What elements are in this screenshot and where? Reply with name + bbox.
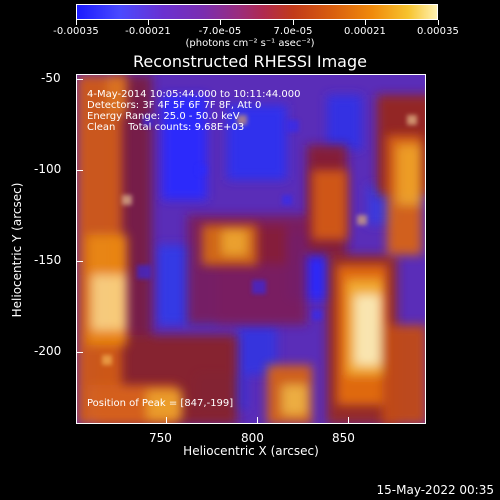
y-tick (77, 352, 83, 353)
y-axis-label: Heliocentric Y (arcsec) (10, 182, 24, 318)
colorbar-tick-label: 0.00035 (416, 26, 460, 37)
x-tick-label: 800 (241, 431, 264, 445)
info-line-2: Detectors: 3F 4F 5F 6F 7F 8F, Att 0 (87, 100, 262, 111)
texture-overlay (102, 115, 417, 365)
colorbar-tick (438, 20, 439, 25)
colorbar-tick (293, 20, 294, 25)
peak-position: Position of Peak = [847,-199] (87, 398, 234, 409)
colorbar-tick (365, 20, 366, 25)
x-axis-label: Heliocentric X (arcsec) (183, 444, 319, 458)
high-intensity-regions (77, 75, 425, 423)
y-tick-label: -200 (34, 344, 62, 358)
colorbar-tick-label: -7.0e-05 (198, 26, 242, 37)
info-line-3: Energy Range: 25.0 - 50.0 keV (87, 111, 240, 122)
colorbar-tick (76, 20, 77, 25)
x-tick (257, 417, 258, 423)
x-tick-label: 750 (149, 431, 172, 445)
colorbar-tick-label: -0.00035 (53, 26, 99, 37)
y-tick-label: -100 (34, 162, 62, 176)
x-tick (166, 417, 167, 423)
plot-title: Reconstructed RHESSI Image (133, 52, 367, 71)
timestamp-footer: 15-May-2022 00:35 (376, 483, 494, 497)
y-tick-label: -150 (34, 253, 62, 267)
colorbar-tick-label: 0.00021 (343, 26, 387, 37)
y-tick-label: -50 (41, 71, 61, 85)
y-tick (77, 79, 83, 80)
info-line-1: 4-May-2014 10:05:44.000 to 10:11:44.000 (87, 89, 301, 100)
heatmap (77, 75, 425, 423)
colorbar-tick-labels: -0.00035 -0.00021 -7.0e-05 7.0e-05 0.000… (0, 26, 500, 42)
y-tick (77, 170, 83, 171)
x-tick-label: 850 (332, 431, 355, 445)
colorbar-units: (photons cm⁻² s⁻¹ asec⁻²) (185, 38, 315, 49)
plot-area: 4-May-2014 10:05:44.000 to 10:11:44.000 … (76, 74, 426, 424)
colorbar-tick (220, 20, 221, 25)
info-line-4: Clean Total counts: 9.68E+03 (87, 122, 245, 133)
colorbar (76, 4, 438, 20)
colorbar-tick-label: 7.0e-05 (273, 26, 313, 37)
colorbar-tick-label: -0.00021 (125, 26, 171, 37)
y-tick (77, 261, 83, 262)
colorbar-tick (148, 20, 149, 25)
x-tick (348, 417, 349, 423)
